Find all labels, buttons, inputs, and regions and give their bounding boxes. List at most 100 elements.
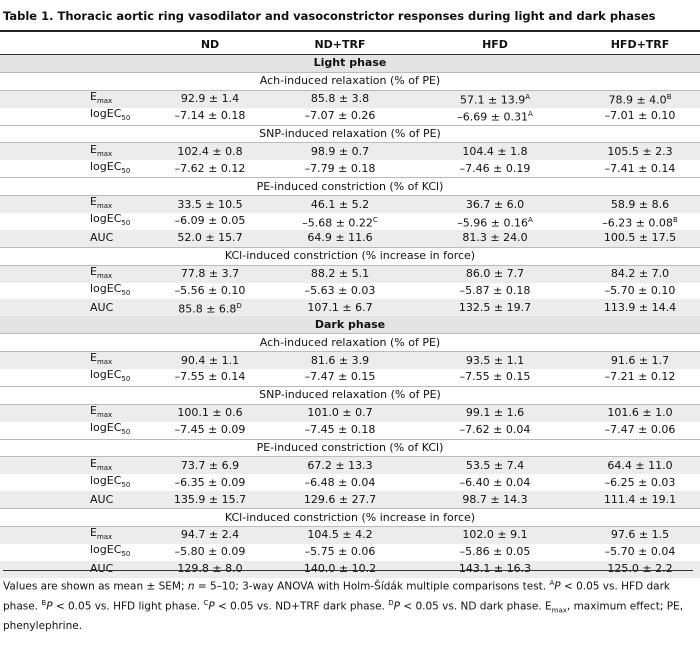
group-title: PE-induced constriction (% of KCl) [0, 438, 700, 458]
row-label-text: E [90, 351, 97, 365]
value-cell: –7.47 ± 0.06 [604, 423, 676, 437]
value-cell: 113.9 ± 14.4 [580, 299, 700, 317]
value-cell: –5.96 ± 0.16A [410, 213, 580, 230]
row-label: Emax [0, 456, 150, 475]
value-cell: 64.4 ± 11.0 [580, 456, 700, 475]
value-cell: 46.1 ± 5.2 [270, 195, 410, 214]
value-cell: –5.86 ± 0.05 [459, 545, 531, 559]
group-title: Ach-induced relaxation (% of PE) [0, 333, 700, 353]
value-cell: –7.01 ± 0.10 [604, 109, 676, 123]
row-label-text: logEC [90, 543, 122, 557]
value-cell: 107.1 ± 6.7 [270, 299, 410, 317]
value-cell: 85.8 ± 6.8D [150, 299, 270, 317]
data-table: ND ND+TRF HFD HFD+TRF Light phase Ach-induced… [0, 36, 700, 578]
phase-row: Light phase [0, 54, 700, 73]
row-label-sub: 50 [121, 375, 131, 384]
value-cell: –6.40 ± 0.04 [459, 475, 531, 489]
title-rule [0, 30, 700, 32]
data-row: AUC 129.8 ± 8.0 140.0 ± 10.2 143.1 ± 16.3 12… [0, 560, 700, 578]
data-row: AUC 85.8 ± 6.8D 107.1 ± 6.7 132.5 ± 19.7 113… [0, 299, 700, 317]
row-label-sub: max [96, 149, 113, 158]
footnote-text: < 0.05 vs. HFD dark phase. [3, 580, 671, 613]
column-header: HFD [410, 36, 580, 55]
table-body: ND ND+TRF HFD HFD+TRF Light phase Ach-induced… [0, 36, 700, 578]
group-row: KCl-induced constriction (% increase in … [0, 508, 700, 528]
group-row: Ach-induced relaxation (% of PE) [0, 71, 700, 91]
value-cell: 84.2 ± 7.0 [580, 265, 700, 283]
group-title: KCl-induced constriction (% increase in … [0, 508, 700, 528]
value-cell: 53.5 ± 7.4 [410, 456, 580, 475]
value-cell: 93.5 ± 1.1 [410, 351, 580, 370]
value-cell: 81.6 ± 3.9 [270, 351, 410, 370]
group-title: SNP-induced relaxation (% of PE) [0, 124, 700, 144]
footnote-text: n [187, 580, 195, 593]
value-text: –5.68 ± 0.22 [302, 216, 373, 230]
column-header: HFD+TRF [580, 36, 700, 55]
row-label: logEC50 [0, 474, 150, 491]
row-label: logEC50 [0, 544, 150, 561]
row-label-text: logEC [90, 212, 122, 226]
group-title: KCl-induced constriction (% increase in … [0, 246, 700, 266]
row-label: logEC50 [0, 160, 150, 177]
row-label-sub: max [96, 358, 113, 367]
row-label-sub: max [96, 533, 113, 542]
value-cell: –7.79 ± 0.18 [304, 161, 376, 175]
row-label: logEC50 [0, 282, 150, 300]
row-label: Emax [0, 195, 150, 214]
group-title: Ach-induced relaxation (% of PE) [0, 71, 700, 91]
row-label: Emax [0, 351, 150, 370]
row-label: AUC [0, 229, 150, 248]
value-cell: –7.62 ± 0.12 [174, 161, 246, 175]
data-row: logEC50 –6.35 ± 0.09 –6.48 ± 0.04 –6.40 ± 0… [0, 474, 700, 491]
value-cell: –7.21 ± 0.12 [604, 370, 676, 384]
footnote-mark: C [203, 598, 209, 607]
value-cell: –7.45 ± 0.18 [304, 423, 376, 437]
value-cell: 98.7 ± 14.3 [410, 491, 580, 509]
row-label-text: E [90, 404, 97, 418]
value-text: 57.1 ± 13.9 [460, 94, 526, 108]
group-row: SNP-induced relaxation (% of PE) [0, 124, 700, 144]
row-label-text: E [90, 90, 97, 104]
data-row: logEC50 –7.45 ± 0.09 –7.45 ± 0.18 –7.62 ± 0… [0, 422, 700, 439]
footnote-mark: A [549, 579, 555, 587]
row-label: Emax [0, 265, 150, 283]
significance-mark: A [527, 110, 533, 119]
row-label-text: E [90, 526, 97, 540]
row-label-text: E [90, 265, 97, 279]
value-cell: 125.0 ± 2.2 [580, 560, 700, 578]
value-cell: 94.7 ± 2.4 [150, 526, 270, 544]
row-label: Emax [0, 526, 150, 544]
value-cell: 99.1 ± 1.6 [410, 404, 580, 422]
value-cell: –7.07 ± 0.26 [304, 109, 376, 123]
group-row: SNP-induced relaxation (% of PE) [0, 385, 700, 405]
row-label-sub: 50 [121, 289, 131, 298]
row-label: AUC [0, 491, 150, 509]
value-cell: 135.9 ± 15.7 [150, 491, 270, 509]
data-row: Emax 102.4 ± 0.8 98.9 ± 0.7 104.4 ± 1.8 105.… [0, 142, 700, 161]
row-label: logEC50 [0, 213, 150, 230]
row-label-sub: max [96, 202, 113, 211]
footnote-text: = 5–10; 3-way ANOVA with Holm-Šídák mult… [194, 580, 550, 593]
value-text: 78.9 ± 4.0 [608, 94, 667, 108]
value-cell: 132.5 ± 19.7 [410, 299, 580, 317]
value-cell: –7.45 ± 0.09 [174, 423, 246, 437]
value-cell: 102.4 ± 0.8 [150, 142, 270, 161]
footnote-text: Values are shown as mean ± SEM; [3, 580, 188, 593]
value-cell: –6.35 ± 0.09 [174, 475, 246, 489]
footnote: Values are shown as mean ± SEM; n = 5–10… [3, 570, 693, 634]
value-cell: 98.9 ± 0.7 [270, 142, 410, 161]
value-cell: 140.0 ± 10.2 [270, 560, 410, 578]
data-row: Emax 100.1 ± 0.6 101.0 ± 0.7 99.1 ± 1.6 101.… [0, 404, 700, 422]
data-row: Emax 77.8 ± 3.7 88.2 ± 5.1 86.0 ± 7.7 84.2 ±… [0, 265, 700, 283]
row-label-text: logEC [90, 107, 122, 121]
value-cell: –5.70 ± 0.10 [604, 284, 676, 298]
significance-mark: B [666, 93, 672, 102]
row-label-sub: 50 [121, 166, 131, 175]
value-cell: –6.09 ± 0.05 [174, 214, 246, 228]
group-row: PE-induced constriction (% of KCl) [0, 177, 700, 197]
row-label: AUC [0, 560, 150, 578]
row-label-text: E [90, 142, 97, 156]
row-label-sub: 50 [121, 480, 131, 489]
value-cell: 78.9 ± 4.0B [580, 90, 700, 108]
